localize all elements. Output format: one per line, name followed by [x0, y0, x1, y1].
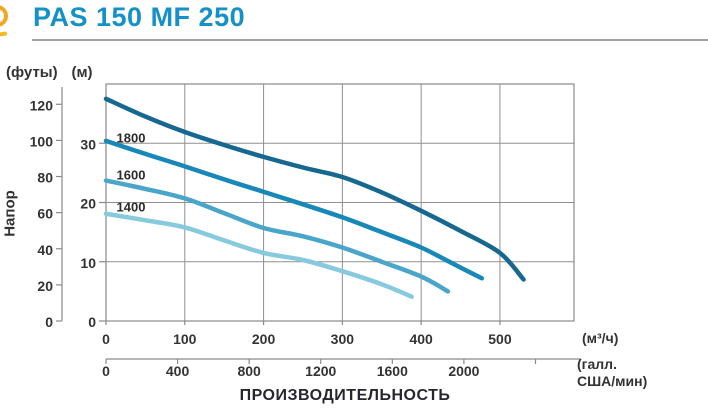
meters-tick-label: 0 [88, 314, 96, 330]
feet-tick-label: 0 [45, 314, 53, 330]
gpm-tick-label: 2000 [448, 363, 479, 379]
feet-tick-label: 40 [37, 242, 53, 258]
gpm-tick-label: 1600 [377, 363, 408, 379]
feet-tick-label: 100 [30, 133, 54, 149]
curve-1600 [103, 178, 451, 294]
x-axis-gpm-unit-line2: США/мин) [577, 373, 648, 389]
x-axis-m3h: 0 100 200 300 400 500 [102, 321, 512, 347]
m3h-tick-label: 0 [102, 331, 110, 347]
x-axis-gpm: 0 400 800 1200 1600 2000 [102, 358, 581, 379]
m3h-tick-label: 300 [331, 331, 355, 347]
title-divider [32, 39, 708, 41]
gridlines [106, 84, 574, 321]
curve-1400 [103, 211, 414, 299]
y-axis-meters: 0 10 20 30 [80, 136, 106, 330]
meters-tick-label: 20 [80, 196, 96, 212]
y-axis-feet: 0 20 40 60 80 100 120 [30, 87, 63, 330]
gpm-tick-label: 1200 [305, 363, 336, 379]
gpm-tick-label: 800 [237, 363, 261, 379]
m3h-tick-label: 400 [409, 331, 433, 347]
m3h-tick-label: 100 [173, 331, 197, 347]
meters-tick-label: 10 [80, 255, 96, 271]
page-title: PAS 150 MF 250 [33, 2, 246, 32]
y-axis-title: Напор [1, 190, 19, 237]
feet-tick-label: 80 [37, 170, 53, 186]
curve-max-speed [103, 96, 526, 282]
feet-tick-label: 20 [37, 278, 53, 294]
feet-tick-label: 120 [30, 97, 54, 113]
y-axis-feet-unit: (футы) [6, 64, 58, 81]
curve-1800 [103, 138, 485, 281]
curve-label-1400: 1400 [117, 199, 146, 214]
x-axis-gpm-unit-line1: (галл. [577, 356, 617, 372]
gpm-tick-label: 400 [166, 363, 190, 379]
meters-tick-label: 30 [80, 136, 96, 152]
m3h-tick-label: 500 [488, 331, 512, 347]
gpm-tick-label: 0 [102, 363, 110, 379]
feet-tick-label: 60 [37, 206, 53, 222]
x-axis-m3h-unit: (м³/ч) [582, 330, 619, 346]
x-axis-title: ПРОИЗВОДИТЕЛЬНОСТЬ [239, 387, 451, 404]
m3h-tick-label: 200 [252, 331, 276, 347]
y-axis-meters-unit: (м) [71, 64, 93, 81]
curve-label-1800: 1800 [117, 131, 146, 146]
curve-label-1600: 1600 [117, 167, 146, 182]
